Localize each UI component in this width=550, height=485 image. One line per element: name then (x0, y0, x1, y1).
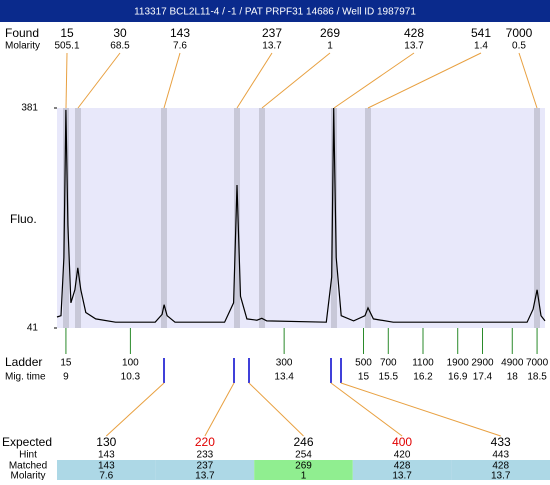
table-row-label: Expected (2, 435, 52, 449)
found-connector (518, 52, 538, 109)
found-molarity: 13.7 (262, 41, 282, 52)
ladder-size: 100 (122, 358, 139, 369)
hint-value: 443 (492, 450, 509, 461)
found-connector (236, 52, 273, 109)
ladder-size: 700 (380, 358, 397, 369)
found-label: Found (5, 26, 39, 40)
ladder-time: 16.9 (448, 372, 468, 383)
ladder-size: 1100 (412, 358, 434, 369)
plot-area (57, 108, 545, 328)
peak-band (234, 108, 240, 328)
found-size: 428 (404, 26, 424, 40)
ladder-time: 17.4 (473, 372, 493, 383)
peak-band (63, 108, 69, 328)
found-connector (367, 52, 482, 109)
hint-value: 143 (98, 450, 115, 461)
ladder-time: 13.4 (274, 372, 294, 383)
peak-band (259, 108, 265, 328)
found-connector (163, 52, 181, 109)
ladder-size: 15 (60, 358, 72, 369)
hint-value: 420 (394, 450, 411, 461)
peak-band (365, 108, 371, 328)
ladder-size: 300 (276, 358, 293, 369)
header-title: 113317 BCL2L11-4 / -1 / PAT PRPF31 14686… (134, 7, 416, 18)
peak-band (331, 108, 337, 328)
peak-band (161, 108, 167, 328)
molarity-label: Molarity (5, 41, 40, 52)
ladder-time: 18.5 (527, 372, 547, 383)
expected-value: 130 (96, 435, 116, 449)
expected-value: 400 (392, 435, 412, 449)
ladder-time: 15.5 (379, 372, 399, 383)
hint-value: 233 (197, 450, 214, 461)
ladder-size: 4900 (501, 358, 524, 369)
matched-value: 237 (197, 461, 214, 472)
table-row-label: Matched (9, 461, 47, 472)
ladder-size: 2900 (471, 358, 494, 369)
molarity-value: 13.7 (491, 471, 511, 480)
found-molarity: 13.7 (404, 41, 424, 52)
found-size: 15 (60, 26, 74, 40)
matched-cell (57, 460, 156, 480)
found-connector (333, 52, 415, 109)
found-connector (261, 52, 331, 109)
found-size: 237 (262, 26, 282, 40)
ladder-size: 500 (355, 358, 372, 369)
table-row-label: Hint (19, 450, 37, 461)
molarity-value: 1 (301, 471, 307, 480)
found-molarity: 1.4 (474, 41, 488, 52)
matched-cell (352, 460, 452, 480)
match-connector (340, 382, 501, 437)
ladder-time: 16.2 (413, 372, 433, 383)
ladder-time: 10.3 (121, 372, 141, 383)
y-tick-label: 381 (21, 103, 38, 114)
peak-band (75, 108, 81, 328)
match-connector (105, 382, 165, 437)
header-bar (0, 0, 550, 22)
matched-cell (155, 460, 255, 480)
match-connector (330, 382, 403, 437)
expected-value: 433 (491, 435, 511, 449)
found-size: 269 (320, 26, 340, 40)
matched-value: 269 (295, 461, 312, 472)
found-size: 541 (471, 26, 491, 40)
molarity-value: 13.7 (392, 471, 412, 480)
y-label: Fluo. (10, 212, 37, 226)
found-molarity: 68.5 (110, 41, 130, 52)
match-connector (204, 382, 235, 437)
table-row-label: Molarity (10, 471, 45, 480)
ladder-label: Ladder (5, 355, 42, 369)
expected-value: 246 (293, 435, 313, 449)
found-size: 143 (170, 26, 190, 40)
matched-value: 428 (394, 461, 411, 472)
found-connector (65, 52, 68, 109)
matched-cell (451, 460, 550, 480)
trace (56, 107, 546, 323)
ladder-size: 1900 (447, 358, 470, 369)
found-molarity: 7.6 (173, 41, 187, 52)
mig-time-label: Mig. time (5, 372, 46, 383)
found-size: 7000 (506, 26, 533, 40)
found-molarity: 0.5 (512, 41, 526, 52)
molarity-value: 7.6 (99, 471, 113, 480)
ladder-time: 15 (358, 372, 370, 383)
ladder-size: 7000 (526, 358, 549, 369)
found-size: 30 (113, 26, 127, 40)
matched-value: 143 (98, 461, 115, 472)
y-tick-label: 41 (27, 323, 39, 334)
found-molarity: 505.1 (54, 41, 79, 52)
peak-band (534, 108, 540, 328)
hint-value: 254 (295, 450, 312, 461)
match-connector (248, 382, 304, 437)
ladder-time: 9 (63, 372, 69, 383)
matched-cell (254, 460, 353, 480)
molarity-value: 13.7 (195, 471, 215, 480)
expected-value: 220 (195, 435, 215, 449)
found-connector (77, 52, 121, 109)
found-molarity: 1 (327, 41, 333, 52)
matched-value: 428 (492, 461, 509, 472)
ladder-time: 18 (507, 372, 519, 383)
